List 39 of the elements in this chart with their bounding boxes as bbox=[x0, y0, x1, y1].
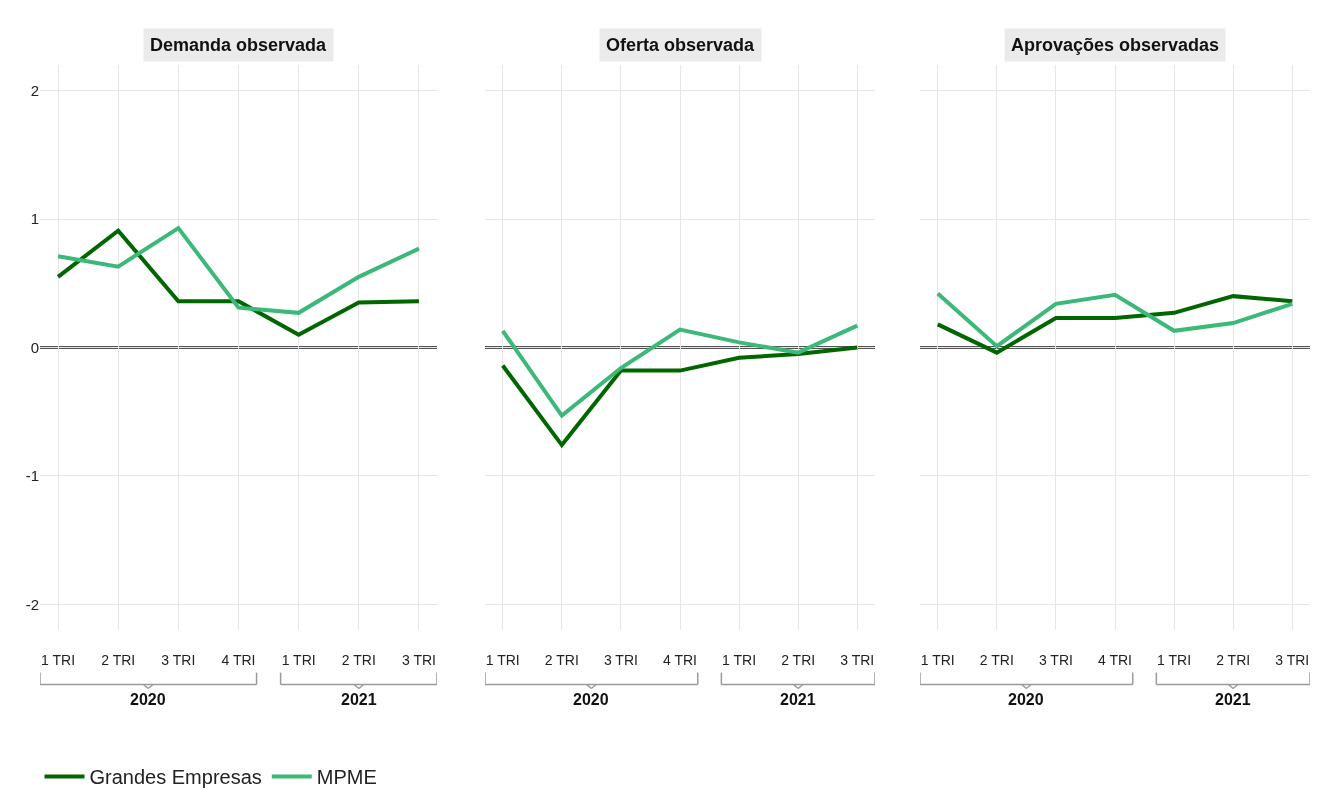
line-series bbox=[56, 228, 421, 337]
x-tick-label: 2 TRI bbox=[544, 652, 579, 668]
x-tick-label: 3 TRI bbox=[161, 652, 196, 668]
chart-title: Oferta observada bbox=[606, 35, 756, 55]
x-tick-label: 2 TRI bbox=[341, 652, 376, 668]
text: 2021 bbox=[341, 691, 377, 708]
y-tick-label: -2 bbox=[25, 595, 39, 613]
y-tick-label: 1 bbox=[30, 210, 39, 228]
legend-label: MPME bbox=[316, 766, 377, 789]
x-tick-label: 4 TRI bbox=[221, 652, 256, 668]
x-tick-label: 3 TRI bbox=[401, 652, 436, 668]
x-tick-label: 1 TRI bbox=[722, 652, 757, 668]
y-tick-label: 0 bbox=[30, 338, 39, 356]
y-tick-label: -1 bbox=[25, 467, 39, 485]
x-tick-label: 1 TRI bbox=[281, 652, 316, 668]
legend-label: Grandes Empresas bbox=[89, 766, 262, 789]
text: 2021 bbox=[1215, 691, 1251, 708]
text: 2020 bbox=[573, 691, 609, 708]
x-tick-label: 2 TRI bbox=[781, 652, 816, 668]
chart-title: Demanda observada bbox=[150, 35, 328, 55]
text: 2020 bbox=[130, 691, 166, 708]
x-tick-label: 3 TRI bbox=[1038, 652, 1073, 668]
text: 2021 bbox=[780, 691, 816, 708]
x-tick-label: 3 TRI bbox=[1275, 652, 1310, 668]
line-series bbox=[56, 226, 421, 315]
x-tick-label: 2 TRI bbox=[1216, 652, 1251, 668]
text: 2020 bbox=[1008, 691, 1044, 708]
x-tick-label: 3 TRI bbox=[840, 652, 875, 668]
x-tick-label: 1 TRI bbox=[1157, 652, 1192, 668]
x-tick-label: 4 TRI bbox=[663, 652, 697, 668]
x-tick-label: 4 TRI bbox=[1098, 652, 1132, 668]
x-tick-label: 1 TRI bbox=[920, 652, 955, 668]
x-tick-label: 3 TRI bbox=[603, 652, 638, 668]
x-tick-label: 2 TRI bbox=[979, 652, 1014, 668]
x-tick-label: 2 TRI bbox=[101, 652, 136, 668]
x-tick-label: 1 TRI bbox=[41, 652, 76, 668]
x-tick-label: 1 TRI bbox=[485, 652, 520, 668]
y-tick-label: 2 bbox=[30, 81, 39, 99]
chart-title: Aprovações observadas bbox=[1011, 35, 1220, 55]
